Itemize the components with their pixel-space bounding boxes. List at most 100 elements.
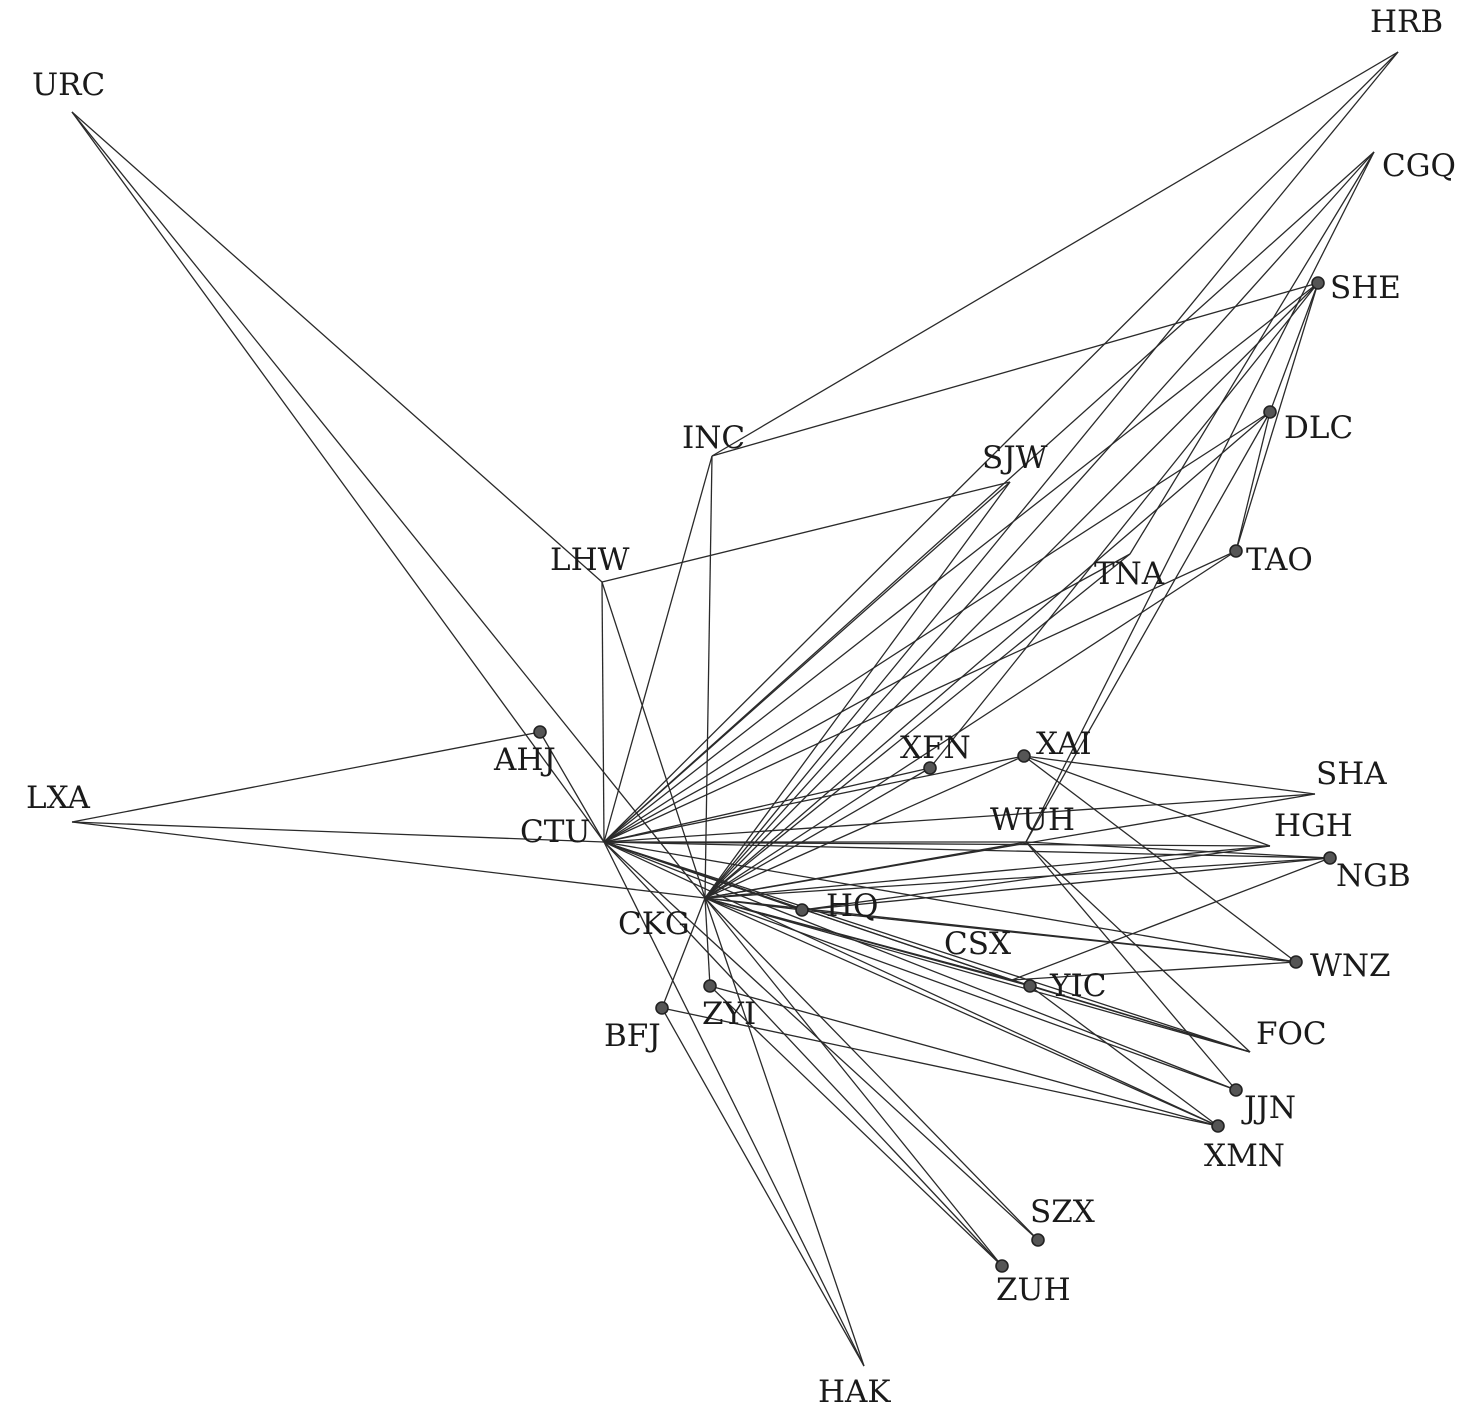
edge-ckg-hak — [704, 897, 865, 1367]
node-label: HRB — [1370, 4, 1443, 40]
node-dlc: DLC — [1263, 405, 1353, 446]
edge-zyi-zuh — [709, 985, 1003, 1267]
edge-ctu-hgh — [603, 841, 1271, 847]
edge-yic-foc — [1029, 985, 1251, 1053]
edge-ckg-wuh — [704, 841, 1027, 899]
node-xmn: XMN — [1204, 1119, 1285, 1174]
edge-hq-hgh — [801, 845, 1271, 911]
edge-lhw-ckg — [601, 581, 706, 899]
edge-wuh-foc — [1025, 841, 1251, 1053]
node-label: CTU — [520, 814, 591, 850]
node-csx: CSX — [944, 926, 1011, 962]
edge-ckg-ngb — [704, 857, 1331, 899]
node-cgq: CGQ — [1382, 148, 1456, 184]
edge-she-tao — [1235, 282, 1319, 552]
node-bfj: BFJ — [604, 1001, 669, 1054]
edge-lxa-ckg — [71, 821, 706, 899]
node-label: WUH — [990, 802, 1075, 838]
node-label: HAK — [818, 1374, 891, 1410]
node-label: YIC — [1049, 968, 1106, 1004]
edge-xai-sha — [1023, 755, 1316, 795]
node-lxa: LXA — [26, 780, 91, 816]
edge-inc-ctu — [603, 455, 713, 843]
edge-urc-lhw — [71, 111, 603, 583]
node-hrb: HRB — [1370, 4, 1443, 40]
edge-ctu-sha — [603, 793, 1316, 843]
edge-ckg-zuh — [704, 897, 1003, 1267]
node-label: WNZ — [1310, 948, 1391, 984]
edge-dlc-tao — [1235, 411, 1271, 552]
node-label: TNA — [1094, 556, 1165, 592]
edge-ckg-jjn — [704, 897, 1237, 1091]
edge-ctu-yic — [603, 841, 1031, 987]
edge-ckg-bfj — [661, 897, 706, 1009]
edge-ctu-tao — [603, 550, 1237, 843]
node-ckg: CKG — [618, 906, 690, 942]
edge-ctu-xfn — [603, 767, 931, 843]
edge-ckg-hgh — [704, 845, 1271, 899]
edge-ctu-foc — [603, 841, 1251, 1053]
edge-wuh-jjn — [1025, 841, 1237, 1091]
edge-ckg-cgq — [704, 151, 1375, 899]
edge-ctu-dlc — [603, 411, 1271, 843]
edge-dlc-wuh — [1025, 411, 1271, 843]
edge-urc-ctu — [71, 111, 605, 843]
node-label: HGH — [1274, 808, 1353, 844]
node-label: INC — [682, 420, 745, 456]
node-marker — [795, 903, 809, 917]
edge-inc-hrb — [711, 51, 1399, 457]
node-label: XFN — [900, 730, 971, 766]
node-label: SHE — [1330, 270, 1401, 306]
node-marker — [655, 1001, 669, 1015]
node-label: FOC — [1256, 1016, 1327, 1052]
node-label: XAI — [1036, 726, 1092, 762]
node-urc: URC — [32, 67, 105, 103]
node-tao: TAO — [1229, 542, 1313, 578]
edge-hq-ngb — [801, 857, 1331, 911]
node-inc: INC — [682, 420, 745, 456]
edge-ahj-ctu — [539, 731, 605, 843]
node-marker — [703, 979, 717, 993]
node-sha: SHA — [1316, 756, 1387, 792]
node-marker — [1229, 1083, 1243, 1097]
node-marker — [1031, 1233, 1045, 1247]
node-zuh: ZUH — [995, 1259, 1071, 1308]
edge-ckg-szx — [704, 897, 1039, 1241]
edge-ckg-dlc — [704, 411, 1271, 899]
node-label: SJW — [982, 440, 1048, 476]
node-ahj: AHJ — [493, 725, 556, 778]
edge-ctu-ngb — [603, 841, 1331, 859]
edge-xai-hgh — [1023, 755, 1271, 847]
edge-ckg-foc — [704, 897, 1251, 1053]
edge-ckg-zyi — [704, 897, 711, 987]
edge-ctu-cgq — [603, 151, 1375, 843]
node-marker — [1017, 749, 1031, 763]
node-lhw: LHW — [550, 542, 630, 578]
edge-ckg-tao — [704, 550, 1237, 899]
edge-inc-she — [711, 282, 1319, 457]
node-marker — [995, 1259, 1009, 1273]
edge-ckg-she — [704, 282, 1319, 899]
node-ngb: NGB — [1323, 851, 1411, 894]
node-label: AHJ — [493, 742, 556, 778]
node-foc: FOC — [1256, 1016, 1327, 1052]
edge-inc-ckg — [704, 455, 713, 899]
edge-lhw-sjw — [601, 481, 1011, 583]
edge-lxa-ctu — [71, 821, 605, 843]
node-hak: HAK — [818, 1374, 891, 1410]
edge-ckg-hrb — [704, 51, 1399, 899]
edge-ckg-xai — [704, 755, 1025, 899]
node-jjn: JJN — [1229, 1083, 1296, 1126]
node-tna: TNA — [1094, 556, 1165, 592]
node-szx: SZX — [1030, 1194, 1095, 1247]
node-label: ZYI — [702, 996, 756, 1032]
node-marker — [533, 725, 547, 739]
node-marker — [1323, 851, 1337, 865]
edge-ctu-zuh — [603, 841, 1003, 1267]
node-xfn: XFN — [900, 730, 971, 775]
node-label: SHA — [1316, 756, 1387, 792]
node-marker — [1263, 405, 1277, 419]
edge-hq-wnz — [801, 909, 1297, 963]
edge-ckg-xfn — [704, 767, 931, 899]
